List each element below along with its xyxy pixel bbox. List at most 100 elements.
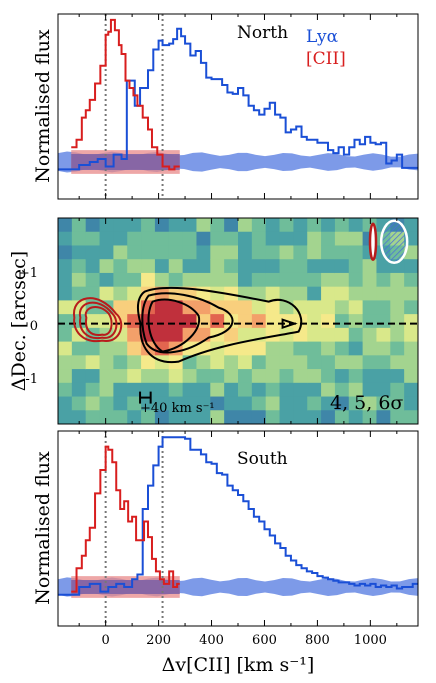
heatmap-cell (182, 327, 198, 343)
heatmap-cell (376, 382, 391, 398)
heatmap-cell (113, 218, 128, 233)
heatmap-cell (321, 259, 336, 274)
heatmap-cell (293, 382, 308, 398)
heatmap-cell (168, 396, 184, 411)
heatmap-cell (58, 314, 73, 329)
heatmap-cell (251, 410, 267, 424)
heatmap-cell (182, 314, 198, 329)
heatmap-cell (154, 218, 170, 233)
heatmap-cell (376, 396, 391, 411)
heatmap-cell (99, 396, 114, 411)
heatmap-cell (58, 245, 73, 260)
heatmap-cell (196, 231, 211, 247)
heatmap-cell (141, 245, 156, 260)
south-lya-spectrum (58, 436, 418, 596)
heatmap-cell (182, 382, 198, 398)
heatmap-cell (141, 231, 156, 247)
heatmap-cell (168, 218, 184, 233)
north-spectrum-panel: North Lyα [CII] Normalised flux (32, 13, 419, 200)
heatmap-cell (182, 272, 198, 288)
heatmap-cell (196, 245, 211, 260)
heatmap-cell (127, 231, 142, 247)
heatmap-cell (71, 382, 87, 398)
heatmap-cell (334, 314, 350, 329)
heatmap-cell (238, 396, 253, 411)
heatmap-cell (348, 327, 364, 343)
heatmap-cell (210, 355, 225, 370)
heatmap-cell (168, 231, 184, 247)
heatmap-cell (307, 355, 322, 370)
heatmap-cell (279, 341, 294, 356)
x-tick-labels: 0 200 400 600 800 1000 (102, 633, 387, 648)
south-spectrum-panel: South Normalised flux 0 200 400 600 800 … (32, 430, 419, 676)
heatmap-cell (168, 259, 184, 274)
south-title: South (237, 449, 288, 469)
heatmap-cell (99, 259, 114, 274)
heatmap-cell (182, 369, 198, 384)
cii-beam-ellipse (368, 222, 378, 262)
heatmap-cell (362, 272, 378, 288)
heatmap-cell (224, 314, 239, 329)
xtick-600: 600 (252, 633, 277, 648)
heatmap-cell (85, 245, 101, 260)
heatmap-cell (404, 355, 418, 370)
heatmap-cell (196, 272, 211, 288)
heatmap-cell (85, 396, 101, 411)
heatmap-cell (71, 341, 87, 356)
heatmap-cell (99, 410, 114, 424)
heatmap-cell (265, 396, 281, 411)
heatmap-cell (307, 259, 322, 274)
heatmap-cell (265, 355, 281, 370)
heatmap-cell (210, 396, 225, 411)
heatmap-cell (238, 369, 253, 384)
heatmap-cell (348, 341, 364, 356)
xtick-800: 800 (305, 633, 330, 648)
heatmap-cell (307, 410, 322, 424)
south-ticks (78, 431, 398, 626)
south-y-axis-label: Normalised flux (32, 451, 54, 605)
heatmap-cell (321, 327, 336, 343)
heatmap-cell (196, 259, 211, 274)
heatmap-cell (154, 245, 170, 260)
heatmap-cell (390, 369, 405, 384)
heatmap-cell (348, 314, 364, 329)
heatmap-cell (334, 286, 350, 301)
heatmap-cell (224, 396, 239, 411)
heatmap-cell (141, 396, 156, 411)
heatmap-cell (154, 259, 170, 274)
heatmap-cell (127, 341, 142, 356)
heatmap-cell (404, 259, 418, 274)
heatmap-cell (251, 355, 267, 370)
heatmap-cell (307, 231, 322, 247)
heatmap-cell (251, 341, 267, 356)
heatmap-cell (71, 355, 87, 370)
heatmap-cell (293, 272, 308, 288)
heatmap-cell (376, 300, 391, 315)
heatmap-cell (404, 382, 418, 398)
heatmap-cell (196, 218, 211, 233)
heatmap-cell (224, 327, 239, 343)
heatmap-cell (154, 369, 170, 384)
heatmap-cell (99, 286, 114, 301)
heatmap-cell (58, 369, 73, 384)
heatmap-cell (376, 314, 391, 329)
heatmap-cell (376, 327, 391, 343)
heatmap-cell (279, 231, 294, 247)
heatmap-cell (113, 300, 128, 315)
heatmap-cell (58, 327, 73, 343)
heatmap-cell (293, 259, 308, 274)
heatmap-cell (99, 355, 114, 370)
heatmap-cell (71, 259, 87, 274)
heatmap-cell (154, 382, 170, 398)
heatmap-cell (293, 341, 308, 356)
heatmap-cell (71, 369, 87, 384)
heatmap-cell (113, 341, 128, 356)
heatmap-cell (210, 218, 225, 233)
heatmap-cell (182, 218, 198, 233)
heatmap-cell (58, 272, 73, 288)
heatmap-cell (307, 218, 322, 233)
map-ytick-0: 0 (30, 319, 38, 334)
heatmap-cell (113, 259, 128, 274)
heatmap-cell (404, 314, 418, 329)
heatmap-cell (127, 314, 142, 329)
